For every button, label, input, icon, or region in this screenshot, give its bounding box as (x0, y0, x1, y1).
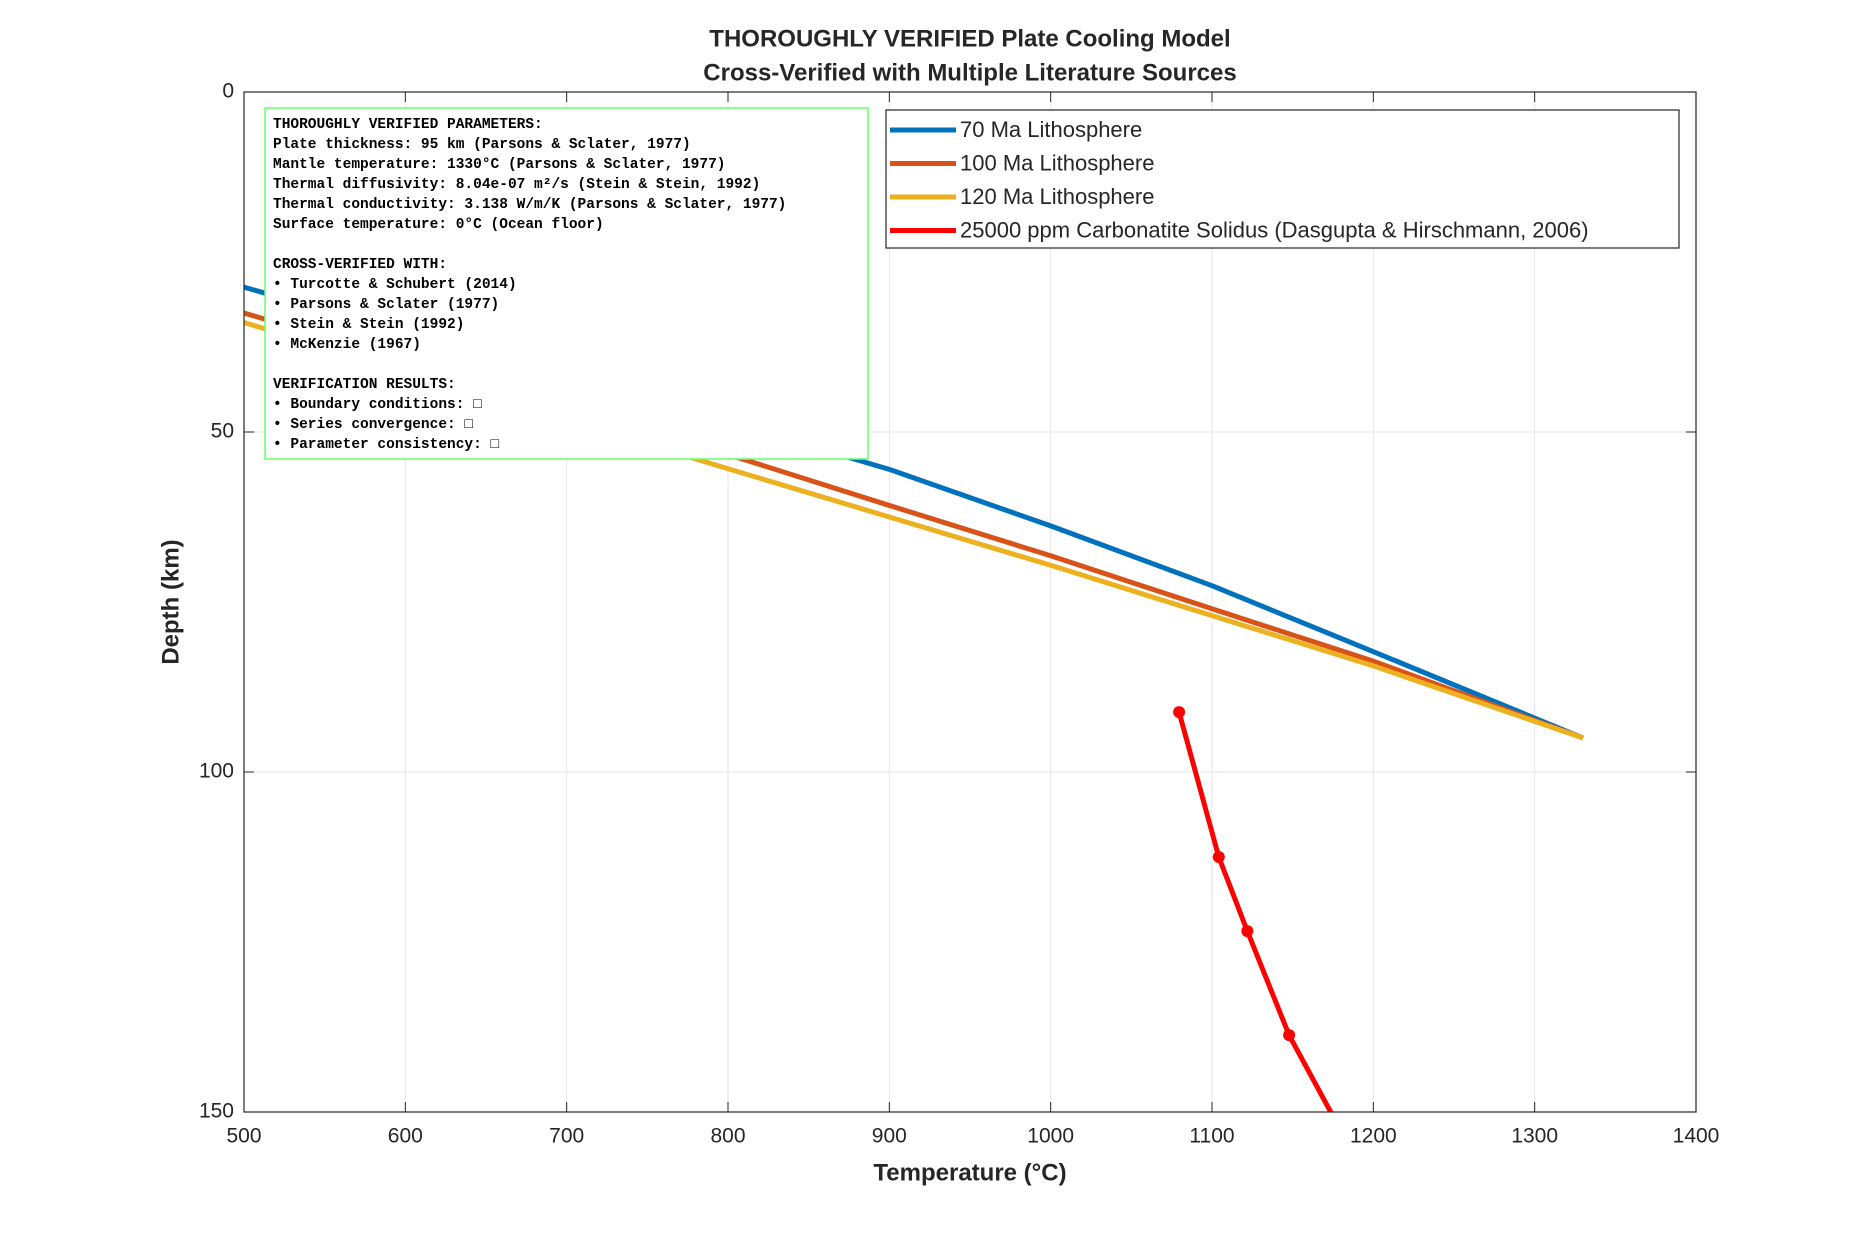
chart-subtitle: Cross-Verified with Multiple Literature … (703, 59, 1236, 86)
x-tick-label: 900 (872, 1125, 907, 1148)
x-axis-label: Temperature (°C) (873, 1159, 1066, 1186)
annotation-line: • McKenzie (1967) (273, 337, 421, 353)
annotation-line: • Parsons & Sclater (1977) (273, 297, 499, 313)
x-tick-label: 1200 (1350, 1125, 1397, 1148)
annotation-line: • Turcotte & Schubert (2014) (273, 277, 517, 293)
annotation-line: Surface temperature: 0°C (Ocean floor) (273, 217, 604, 233)
x-tick-label: 1100 (1189, 1125, 1234, 1148)
ticks: 500 600 700 800 900 1000 1100 1200 1300 1400 0 50 10… (199, 80, 1719, 1148)
annotation-line: • Stein & Stein (1992) (273, 317, 464, 333)
annotation-line: • Parameter consistency: □ (273, 437, 500, 453)
annotation-line: Thermal diffusivity: 8.04e-07 m²/s (Stei… (273, 177, 760, 193)
x-tick-label: 700 (549, 1125, 584, 1148)
legend-label: 100 Ma Lithosphere (960, 150, 1154, 175)
x-tick-label: 500 (226, 1125, 261, 1148)
annotation-line: Plate thickness: 95 km (Parsons & Sclate… (273, 137, 691, 153)
annotation-line: • Boundary conditions: □ (273, 397, 482, 413)
annotation-frame (264, 107, 869, 460)
y-tick-label: 0 (222, 80, 234, 103)
series-marker (1283, 1029, 1296, 1042)
annotation-line: • Series convergence: □ (273, 417, 473, 433)
legend-label: 120 Ma Lithosphere (960, 184, 1154, 209)
x-tick-label: 800 (710, 1125, 745, 1148)
annotation-line: Mantle temperature: 1330°C (Parsons & Sc… (273, 157, 725, 173)
chart-title: THOROUGHLY VERIFIED Plate Cooling Model (709, 25, 1230, 52)
axes-box (243, 91, 1697, 1113)
legend: 70 Ma Lithosphere 100 Ma Lithosphere 120 M… (885, 109, 1680, 249)
series-marker (1173, 706, 1186, 719)
legend-label: 70 Ma Lithosphere (960, 117, 1142, 142)
x-tick-label: 600 (388, 1125, 423, 1148)
y-tick-label: 150 (199, 1100, 234, 1123)
x-tick-label: 1000 (1027, 1125, 1074, 1148)
annotation-line: THOROUGHLY VERIFIED PARAMETERS: (273, 117, 543, 133)
annotation-line: CROSS-VERIFIED WITH: (273, 257, 447, 273)
series-marker (1212, 851, 1225, 863)
annotation-line: Thermal conductivity: 3.138 W/m/K (Parso… (273, 197, 786, 213)
y-axis-label: Depth (km) (157, 539, 184, 664)
legend-frame (885, 109, 1680, 249)
x-tick-label: 1300 (1511, 1125, 1558, 1148)
annotation-box: THOROUGHLY VERIFIED PARAMETERS: Plate thi… (264, 107, 869, 460)
legend-label: 25000 ppm Carbonatite Solidus (Dasgupta … (960, 217, 1589, 242)
x-tick-label: 1400 (1673, 1125, 1720, 1148)
y-tick-label: 100 (199, 760, 234, 783)
y-tick-label: 50 (211, 420, 234, 443)
series-marker (1241, 925, 1254, 938)
annotation-line: VERIFICATION RESULTS: (273, 377, 456, 393)
